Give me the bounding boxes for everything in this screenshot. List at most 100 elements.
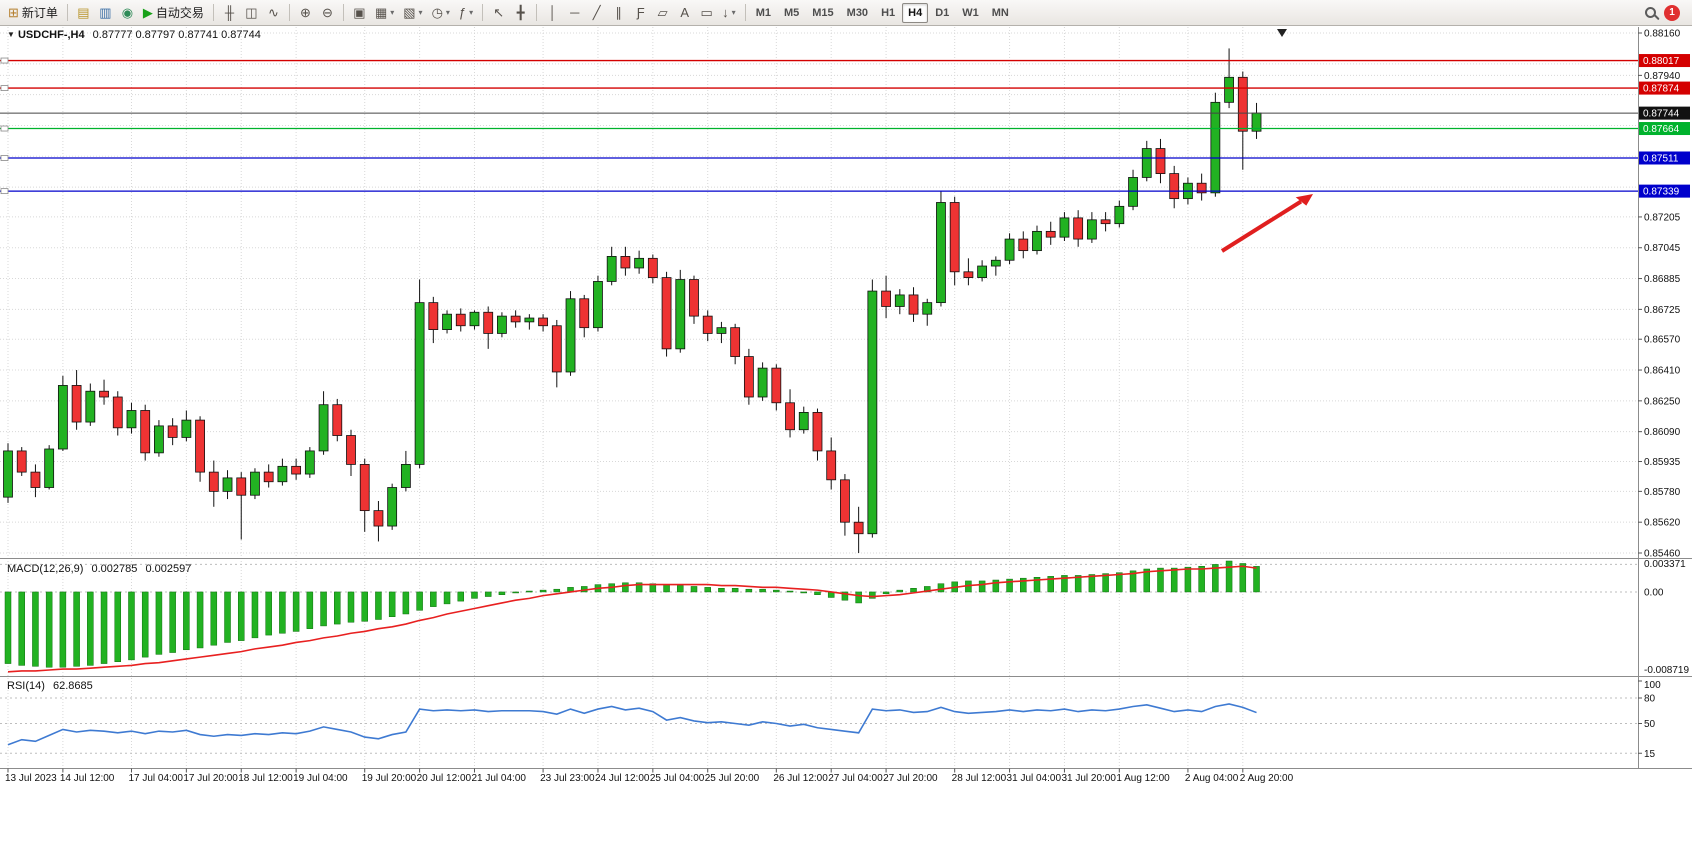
toolbar-button-group: ⊞ 新订单 ▤ ▥ ◉ ▶ 自动交易 ╫ ◫ ∿ ⊕ ⊖ ▣ ▦ ▾ ▧ ▾ ◷ ▾ ƒ ▾ ↖ ╋ │ ─ ╱ ∥ Ƒ ▱ A ▭ ↓ ▾ bbox=[4, 0, 750, 26]
toolbar-right-group: 1 bbox=[1645, 4, 1688, 21]
data-window-button[interactable]: ▥ bbox=[95, 3, 116, 23]
svg-text:28 Jul 12:00: 28 Jul 12:00 bbox=[952, 773, 1007, 784]
trendline-button[interactable]: ╱ bbox=[586, 3, 607, 23]
svg-text:1 Aug 12:00: 1 Aug 12:00 bbox=[1116, 773, 1170, 784]
indicator-scales: 0.003371 0.00 -0.008719 100 80 50 15 bbox=[1638, 559, 1689, 760]
toolbar: ⊞ 新订单 ▤ ▥ ◉ ▶ 自动交易 ╫ ◫ ∿ ⊕ ⊖ ▣ ▦ ▾ ▧ ▾ ◷ ▾ ƒ ▾ ↖ ╋ │ ─ ╱ ∥ Ƒ ▱ A ▭ ↓ ▾ M… bbox=[0, 0, 1692, 26]
horizontal-lines[interactable] bbox=[0, 57, 1638, 195]
text-button[interactable]: A bbox=[674, 3, 695, 23]
svg-text:0.87744: 0.87744 bbox=[1643, 109, 1680, 120]
timeframe-m30-button[interactable]: M30 bbox=[846, 6, 869, 19]
price-scale[interactable]: 0.88160 0.87940 0.87205 0.87045 0.86885 0.867… bbox=[1638, 29, 1681, 560]
svg-text:0.85935: 0.85935 bbox=[1644, 457, 1681, 468]
zoom-out-button[interactable]: ⊖ bbox=[317, 3, 338, 23]
svg-text:26 Jul 12:00: 26 Jul 12:00 bbox=[773, 773, 828, 784]
svg-text:0.87045: 0.87045 bbox=[1644, 243, 1681, 254]
svg-text:0.88017: 0.88017 bbox=[1643, 56, 1680, 67]
timeframe-m15-button[interactable]: M15 bbox=[812, 6, 834, 19]
trend-arrow-annotation[interactable] bbox=[1220, 194, 1313, 253]
dropdown-caret-icon: ▾ bbox=[390, 8, 395, 17]
dropdown-caret-icon: ▾ bbox=[418, 8, 423, 17]
macd-signal-line bbox=[7, 565, 1257, 673]
macd-header: MACD(12,26,9) 0.002785 0.002597 bbox=[7, 563, 191, 575]
svg-text:80: 80 bbox=[1644, 694, 1656, 705]
profiles-icon: ▧ bbox=[403, 5, 416, 20]
new-order-button[interactable]: ⊞ 新订单 bbox=[4, 3, 62, 23]
chart-title: ▼ USDCHF-,H4 0.87777 0.87797 0.87741 0.8… bbox=[7, 29, 261, 41]
fibonacci-button[interactable]: Ƒ bbox=[630, 3, 651, 23]
svg-text:0.86885: 0.86885 bbox=[1644, 274, 1681, 285]
candlestick-chart-button[interactable]: ◫ bbox=[241, 3, 262, 23]
bar-chart-icon: ╫ bbox=[224, 5, 235, 20]
grid bbox=[0, 27, 1638, 768]
timeframe-w1-button[interactable]: W1 bbox=[962, 6, 979, 19]
timeframe-h4-button[interactable]: H4 bbox=[902, 2, 929, 23]
zoom-in-button[interactable]: ⊕ bbox=[295, 3, 316, 23]
time-scale[interactable]: 13 Jul 2023 14 Jul 12:00 17 Jul 04:00 17 Ju… bbox=[5, 768, 1294, 785]
fibonacci-icon: Ƒ bbox=[636, 5, 645, 20]
new-chart-button[interactable]: ▦ ▾ bbox=[371, 3, 398, 23]
new-order-icon: ⊞ bbox=[8, 5, 19, 20]
timeframe-m1-button[interactable]: M1 bbox=[755, 6, 771, 19]
svg-text:31 Jul 04:00: 31 Jul 04:00 bbox=[1007, 773, 1062, 784]
crosshair-button[interactable]: ╋ bbox=[510, 3, 531, 23]
timeframe-d1-button[interactable]: D1 bbox=[935, 6, 950, 19]
shift-marker-icon[interactable] bbox=[1277, 29, 1287, 37]
chart-symbol-period: USDCHF-,H4 bbox=[17, 29, 85, 41]
horizontal-line-button[interactable]: ─ bbox=[564, 3, 585, 23]
svg-text:17 Jul 04:00: 17 Jul 04:00 bbox=[128, 773, 183, 784]
text-label-button[interactable]: ▭ bbox=[696, 3, 717, 23]
bar-chart-button[interactable]: ╫ bbox=[219, 3, 240, 23]
new-order-button-label: 新订单 bbox=[21, 6, 58, 20]
svg-text:2 Aug 04:00: 2 Aug 04:00 bbox=[1185, 773, 1239, 784]
timeframe-mn-button[interactable]: MN bbox=[991, 6, 1009, 19]
horizontal-line-icon: ─ bbox=[570, 5, 580, 20]
shapes-button[interactable]: ▱ bbox=[652, 3, 673, 23]
svg-text:0.85620: 0.85620 bbox=[1644, 518, 1681, 529]
cursor-button[interactable]: ↖ bbox=[488, 3, 509, 23]
price-tags: 0.88017 0.87874 0.87744 0.87664 0.87511 0.873… bbox=[1639, 54, 1690, 198]
svg-text:0.88160: 0.88160 bbox=[1644, 29, 1681, 40]
svg-text:19 Jul 20:00: 19 Jul 20:00 bbox=[362, 773, 417, 784]
line-handle bbox=[0, 188, 9, 195]
indicators-icon: ƒ bbox=[458, 5, 467, 20]
svg-text:-0.008719: -0.008719 bbox=[1644, 665, 1689, 676]
arrows-button[interactable]: ↓ ▾ bbox=[718, 3, 740, 23]
panel-separators[interactable] bbox=[0, 27, 1692, 769]
one-click-trading-icon[interactable]: ▼ bbox=[7, 30, 15, 39]
market-watch-button[interactable]: ▤ bbox=[73, 3, 94, 23]
crosshair-icon: ╋ bbox=[516, 5, 525, 20]
search-icon[interactable] bbox=[1645, 7, 1656, 18]
vertical-line-icon: │ bbox=[548, 5, 557, 20]
toolbar-separator bbox=[342, 4, 344, 21]
svg-text:0.86090: 0.86090 bbox=[1644, 427, 1681, 438]
vertical-line-button[interactable]: │ bbox=[542, 3, 563, 23]
auto-trading-button-label: 自动交易 bbox=[155, 6, 204, 20]
timeframe-h1-button[interactable]: H1 bbox=[881, 6, 896, 19]
toolbar-separator bbox=[744, 4, 746, 21]
navigator-button[interactable]: ◉ bbox=[117, 3, 138, 23]
notification-badge[interactable]: 1 bbox=[1664, 4, 1680, 21]
macd-signal-value: 0.002597 bbox=[145, 563, 192, 575]
svg-text:0.85460: 0.85460 bbox=[1644, 549, 1681, 560]
dropdown-caret-icon: ▾ bbox=[445, 8, 450, 17]
svg-text:0.87205: 0.87205 bbox=[1644, 212, 1681, 223]
svg-text:27 Jul 20:00: 27 Jul 20:00 bbox=[883, 773, 938, 784]
timeframe-m5-button[interactable]: M5 bbox=[783, 6, 800, 19]
line-chart-button[interactable]: ∿ bbox=[263, 3, 284, 23]
svg-text:23 Jul 23:00: 23 Jul 23:00 bbox=[540, 773, 595, 784]
auto-trading-icon: ▶ bbox=[142, 5, 153, 20]
svg-text:0.003371: 0.003371 bbox=[1644, 559, 1686, 570]
channel-button[interactable]: ∥ bbox=[608, 3, 629, 23]
arrows-icon: ↓ bbox=[722, 5, 729, 20]
indicators-button[interactable]: ƒ ▾ bbox=[455, 3, 477, 23]
svg-text:100: 100 bbox=[1644, 680, 1661, 691]
text-label-icon: ▭ bbox=[700, 5, 713, 20]
svg-text:0.00: 0.00 bbox=[1644, 587, 1664, 598]
periods-button[interactable]: ◷ ▾ bbox=[428, 3, 454, 23]
profiles-button[interactable]: ▧ ▾ bbox=[399, 3, 426, 23]
auto-trading-button[interactable]: ▶ 自动交易 bbox=[139, 3, 208, 23]
tile-windows-button[interactable]: ▣ bbox=[349, 3, 370, 23]
